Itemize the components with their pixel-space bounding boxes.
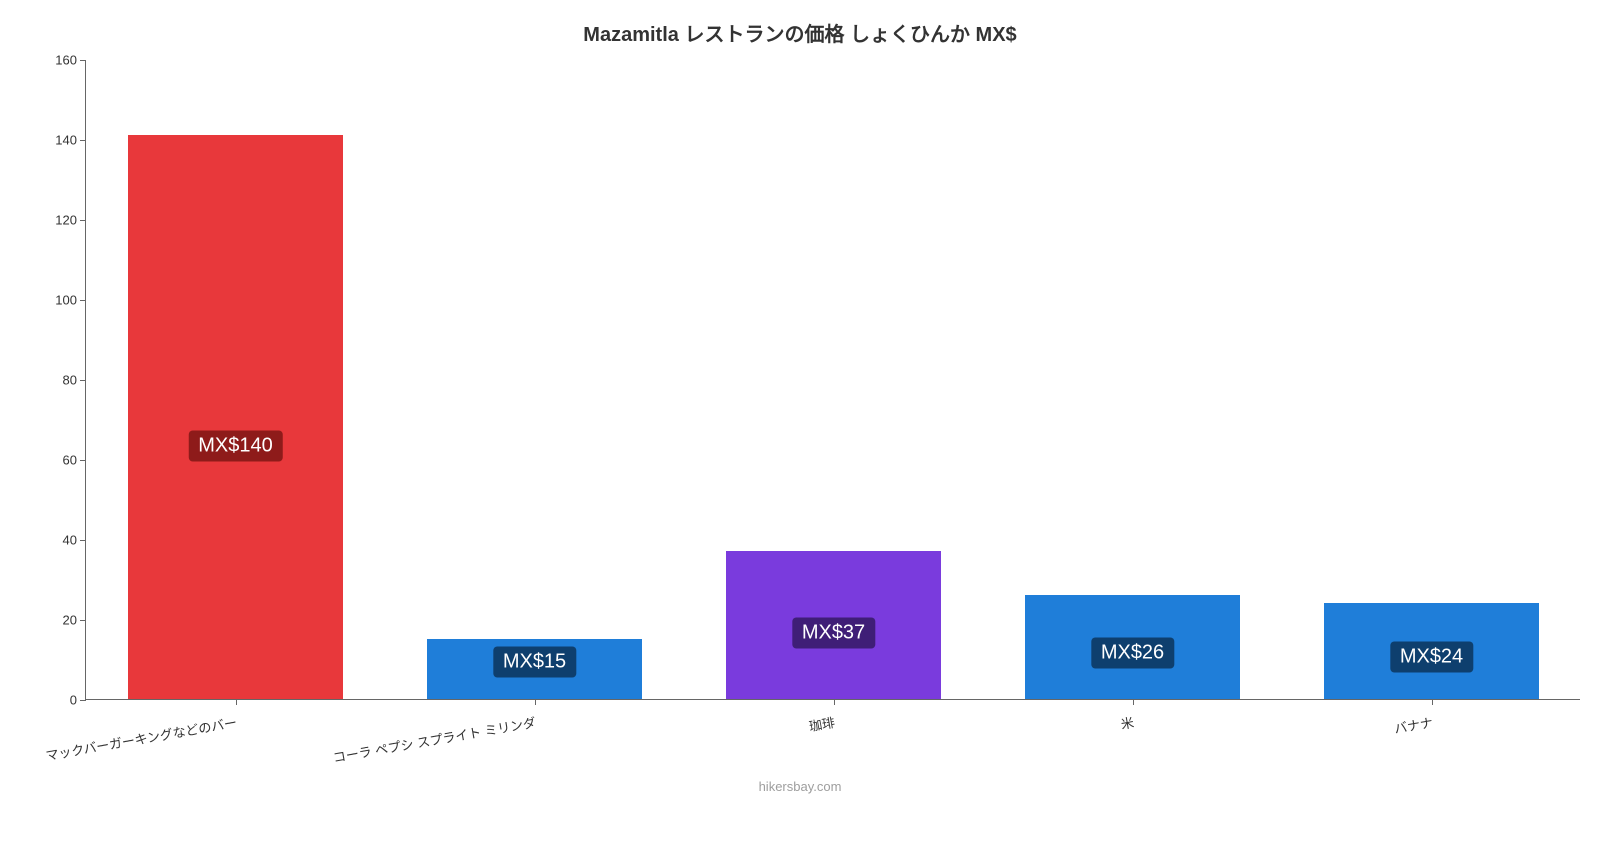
y-tick-mark — [80, 300, 86, 301]
bar-value-label: MX$15 — [503, 651, 566, 673]
x-category-label: 米 — [1119, 712, 1148, 809]
bar-value-label: MX$140 — [198, 435, 273, 457]
y-tick-label: 40 — [0, 533, 77, 548]
y-tick-mark — [80, 540, 86, 541]
bar — [128, 135, 343, 699]
y-tick-mark — [80, 220, 86, 221]
x-category-label: 珈琲 — [807, 712, 849, 811]
y-tick-label: 140 — [0, 133, 77, 148]
y-tick-mark — [80, 700, 86, 701]
x-tick-mark — [1133, 699, 1134, 705]
chart-title: Mazamitla レストランの価格 しょくひんか MX$ — [0, 18, 1600, 47]
y-tick-label: 160 — [0, 53, 77, 68]
y-tick-mark — [80, 460, 86, 461]
bar-value-label: MX$24 — [1400, 645, 1463, 667]
y-tick-mark — [80, 60, 86, 61]
x-tick-mark — [535, 699, 536, 705]
x-tick-mark — [236, 699, 237, 705]
y-tick-label: 60 — [0, 453, 77, 468]
y-tick-mark — [80, 620, 86, 621]
y-tick-label: 0 — [0, 693, 77, 708]
x-category-label: マックバーガーキングなどのバー — [43, 712, 251, 840]
x-tick-mark — [834, 699, 835, 705]
chart-container: Mazamitla レストランの価格 しょくひんか MX$ MX$140MX$1… — [0, 0, 1600, 800]
bar-value-pill: MX$37 — [792, 618, 875, 649]
y-tick-mark — [80, 140, 86, 141]
bar-value-label: MX$26 — [1101, 642, 1164, 664]
x-category-label: バナナ — [1392, 712, 1447, 813]
bar-value-pill: MX$24 — [1390, 641, 1473, 672]
bar-value-pill: MX$15 — [493, 647, 576, 678]
x-tick-mark — [1432, 699, 1433, 705]
bar-value-pill: MX$26 — [1091, 638, 1174, 669]
y-tick-label: 20 — [0, 613, 77, 628]
plot-area: MX$140 MX$15 MX$37 MX$26 MX$24 — [85, 60, 1580, 700]
bar-value-pill: MX$140 — [188, 431, 283, 462]
bar-value-label: MX$37 — [802, 622, 865, 644]
x-category-label: コーラ ペプシ スプライト ミリンダ — [331, 712, 550, 842]
y-tick-label: 80 — [0, 373, 77, 388]
y-tick-mark — [80, 380, 86, 381]
y-tick-label: 120 — [0, 213, 77, 228]
y-tick-label: 100 — [0, 293, 77, 308]
